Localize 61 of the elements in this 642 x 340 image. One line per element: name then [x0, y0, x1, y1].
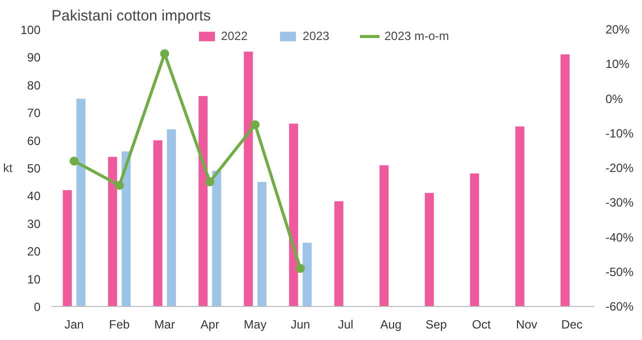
- y-tick-label: 60: [27, 134, 41, 148]
- bar: [122, 151, 131, 306]
- bar: [560, 54, 570, 306]
- bar: [108, 156, 118, 306]
- x-tick-label: Nov: [516, 318, 538, 332]
- bar: [302, 242, 312, 306]
- x-tick-label: Mar: [154, 318, 175, 332]
- x-tick-label: Oct: [472, 318, 492, 332]
- y-tick-label: 20: [27, 244, 41, 259]
- x-tick-label: Feb: [109, 318, 130, 332]
- y-tick-label: 50: [27, 162, 41, 176]
- x-tick-label: Dec: [561, 318, 583, 332]
- y2-tick-label: -50%: [606, 264, 634, 279]
- legend-label: 2022: [220, 29, 248, 43]
- bar: [153, 140, 162, 306]
- bar: [424, 192, 434, 306]
- x-tick-label: Jun: [290, 318, 310, 332]
- chart-title: Pakistani cotton imports: [52, 8, 211, 24]
- bar: [470, 174, 480, 306]
- y-axis-title: kt: [3, 161, 14, 175]
- point: [70, 156, 79, 166]
- y2-tick-label: -10%: [606, 126, 634, 140]
- y2-tick-label: 20%: [606, 22, 630, 36]
- y-tick-label: 40: [27, 189, 41, 204]
- legend-label: 2023: [302, 29, 330, 43]
- y-tick-label: 10: [27, 272, 41, 286]
- point: [250, 120, 260, 130]
- x-tick-label: Jul: [338, 318, 354, 332]
- legend-label: 2023 m-o-m: [384, 29, 450, 43]
- x-tick-label: Apr: [200, 318, 220, 332]
- point: [160, 49, 170, 58]
- point: [205, 177, 214, 186]
- y-tick-label: 100: [20, 23, 41, 37]
- y-tick-label: 0: [34, 300, 41, 314]
- bar: [289, 124, 298, 306]
- point: [114, 180, 124, 190]
- y2-tick-label: -20%: [606, 161, 634, 175]
- y2-tick-label: 0%: [606, 92, 624, 106]
- y-tick-label: 90: [27, 50, 41, 65]
- bar: [257, 182, 266, 306]
- bar: [334, 201, 344, 306]
- y-tick-label: 70: [27, 106, 41, 120]
- x-tick-label: May: [244, 318, 266, 332]
- y2-tick-label: 10%: [606, 57, 630, 72]
- bar: [62, 190, 72, 306]
- bar: [244, 52, 253, 306]
- point: [296, 264, 305, 273]
- bar: [212, 170, 222, 306]
- y2-tick-label: -40%: [606, 230, 634, 244]
- y2-tick-label: -30%: [606, 196, 634, 210]
- bar: [76, 98, 86, 306]
- x-tick-label: Sep: [425, 318, 448, 332]
- bar: [198, 96, 208, 306]
- y-tick-label: 30: [27, 216, 41, 231]
- bar: [515, 126, 524, 306]
- y2-tick-label: -60%: [606, 300, 634, 314]
- bar: [380, 165, 389, 306]
- bar: [166, 129, 176, 306]
- y-tick-label: 80: [27, 78, 41, 92]
- x-tick-label: Aug: [380, 318, 402, 332]
- x-tick-label: Jan: [64, 318, 84, 332]
